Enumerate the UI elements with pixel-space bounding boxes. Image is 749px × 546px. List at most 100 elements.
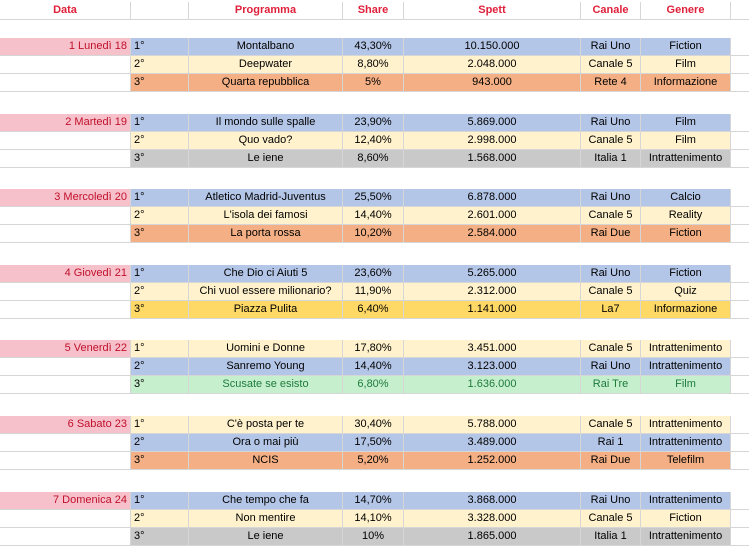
genere-cell[interactable]: Film — [641, 376, 731, 394]
rank-cell[interactable]: 1° — [131, 491, 189, 509]
empty-cell[interactable] — [0, 527, 131, 545]
empty-cell[interactable] — [731, 340, 749, 357]
empty-cell[interactable] — [0, 300, 131, 318]
canale-cell[interactable]: Rai Uno — [581, 38, 641, 55]
genere-cell[interactable]: Intrattenimento — [641, 527, 731, 545]
genere-cell[interactable]: Fiction — [641, 264, 731, 282]
canale-cell[interactable]: Italia 1 — [581, 527, 641, 545]
share-cell[interactable]: 12,40% — [343, 131, 404, 149]
spettatori-cell[interactable]: 2.584.000 — [404, 225, 581, 243]
rank-cell[interactable]: 1° — [131, 38, 189, 55]
rank-cell[interactable]: 3° — [131, 74, 189, 91]
share-cell[interactable]: 6,80% — [343, 376, 404, 394]
empty-cell[interactable] — [0, 149, 131, 167]
empty-cell[interactable] — [0, 131, 131, 149]
program-cell[interactable]: Uomini e Donne — [189, 340, 343, 358]
canale-cell[interactable]: La7 — [581, 300, 641, 318]
share-cell[interactable]: 43,30% — [343, 38, 404, 55]
empty-cell[interactable] — [0, 434, 131, 451]
spettatori-cell[interactable]: 1.865.000 — [404, 527, 581, 545]
canale-cell[interactable]: Canale 5 — [581, 56, 641, 73]
genere-cell[interactable]: Fiction — [641, 509, 731, 527]
spettatori-cell[interactable]: 3.123.000 — [404, 358, 581, 376]
canale-cell[interactable]: Canale 5 — [581, 509, 641, 527]
empty-cell[interactable] — [731, 416, 749, 433]
rank-cell[interactable]: 1° — [131, 264, 189, 282]
share-cell[interactable]: 6,40% — [343, 300, 404, 318]
program-cell[interactable]: Sanremo Young — [189, 358, 343, 376]
spettatori-cell[interactable]: 1.252.000 — [404, 452, 581, 469]
empty-cell[interactable] — [0, 509, 131, 527]
spettatori-cell[interactable]: 2.601.000 — [404, 207, 581, 225]
genere-cell[interactable]: Intrattenimento — [641, 340, 731, 358]
rank-cell[interactable]: 2° — [131, 131, 189, 149]
share-cell[interactable]: 23,90% — [343, 113, 404, 131]
canale-cell[interactable]: Rai 1 — [581, 434, 641, 451]
spettatori-cell[interactable]: 3.328.000 — [404, 509, 581, 527]
canale-cell[interactable]: Rai Uno — [581, 189, 641, 207]
empty-cell[interactable] — [731, 132, 749, 149]
share-cell[interactable]: 17,80% — [343, 340, 404, 358]
program-cell[interactable]: Deepwater — [189, 56, 343, 73]
spettatori-cell[interactable]: 3.451.000 — [404, 340, 581, 358]
canale-cell[interactable]: Canale 5 — [581, 282, 641, 300]
share-cell[interactable]: 23,60% — [343, 264, 404, 282]
empty-cell[interactable] — [731, 225, 749, 242]
genere-cell[interactable]: Intrattenimento — [641, 491, 731, 509]
empty-cell[interactable] — [731, 434, 749, 451]
rank-cell[interactable]: 1° — [131, 189, 189, 207]
day-label-cell[interactable]: 1 Lunedì 18 — [0, 38, 131, 55]
canale-cell[interactable]: Canale 5 — [581, 416, 641, 433]
empty-cell[interactable] — [0, 74, 131, 91]
genere-cell[interactable]: Film — [641, 56, 731, 73]
share-cell[interactable]: 8,80% — [343, 56, 404, 73]
canale-cell[interactable]: Rai Uno — [581, 491, 641, 509]
spettatori-cell[interactable]: 1.568.000 — [404, 149, 581, 167]
empty-cell[interactable] — [0, 358, 131, 376]
spettatori-cell[interactable]: 2.048.000 — [404, 56, 581, 73]
program-cell[interactable]: Che tempo che fa — [189, 491, 343, 509]
header-programma[interactable]: Programma — [189, 2, 343, 19]
canale-cell[interactable]: Rai Uno — [581, 264, 641, 282]
program-cell[interactable]: Il mondo sulle spalle — [189, 113, 343, 131]
program-cell[interactable]: C'è posta per te — [189, 416, 343, 433]
canale-cell[interactable]: Rai Uno — [581, 358, 641, 376]
canale-cell[interactable]: Canale 5 — [581, 340, 641, 358]
rank-cell[interactable]: 3° — [131, 527, 189, 545]
header-extra[interactable] — [731, 2, 749, 19]
empty-cell[interactable] — [0, 452, 131, 469]
canale-cell[interactable]: Canale 5 — [581, 131, 641, 149]
spettatori-cell[interactable]: 5.869.000 — [404, 113, 581, 131]
share-cell[interactable]: 5% — [343, 74, 404, 91]
program-cell[interactable]: La porta rossa — [189, 225, 343, 243]
share-cell[interactable]: 14,40% — [343, 358, 404, 376]
genere-cell[interactable]: Informazione — [641, 74, 731, 91]
canale-cell[interactable]: Italia 1 — [581, 149, 641, 167]
genere-cell[interactable]: Reality — [641, 207, 731, 225]
share-cell[interactable]: 5,20% — [343, 452, 404, 469]
genere-cell[interactable]: Informazione — [641, 300, 731, 318]
program-cell[interactable]: Scusate se esisto — [189, 376, 343, 394]
share-cell[interactable]: 30,40% — [343, 416, 404, 433]
program-cell[interactable]: Quarta repubblica — [189, 74, 343, 91]
canale-cell[interactable]: Rai Due — [581, 225, 641, 243]
share-cell[interactable]: 14,70% — [343, 491, 404, 509]
genere-cell[interactable]: Film — [641, 131, 731, 149]
day-label-cell[interactable]: 3 Mercoledì 20 — [0, 189, 131, 207]
rank-cell[interactable]: 3° — [131, 300, 189, 318]
day-label-cell[interactable]: 2 Martedì 19 — [0, 113, 131, 131]
empty-cell[interactable] — [731, 150, 749, 167]
spettatori-cell[interactable]: 3.868.000 — [404, 491, 581, 509]
genere-cell[interactable]: Intrattenimento — [641, 416, 731, 433]
share-cell[interactable]: 10% — [343, 527, 404, 545]
canale-cell[interactable]: Rai Due — [581, 452, 641, 469]
program-cell[interactable]: NCIS — [189, 452, 343, 469]
genere-cell[interactable]: Fiction — [641, 38, 731, 55]
empty-cell[interactable] — [731, 265, 749, 282]
share-cell[interactable]: 10,20% — [343, 225, 404, 243]
rank-cell[interactable]: 3° — [131, 149, 189, 167]
canale-cell[interactable]: Rete 4 — [581, 74, 641, 91]
rank-cell[interactable]: 2° — [131, 56, 189, 73]
share-cell[interactable]: 11,90% — [343, 282, 404, 300]
empty-cell[interactable] — [731, 74, 749, 91]
